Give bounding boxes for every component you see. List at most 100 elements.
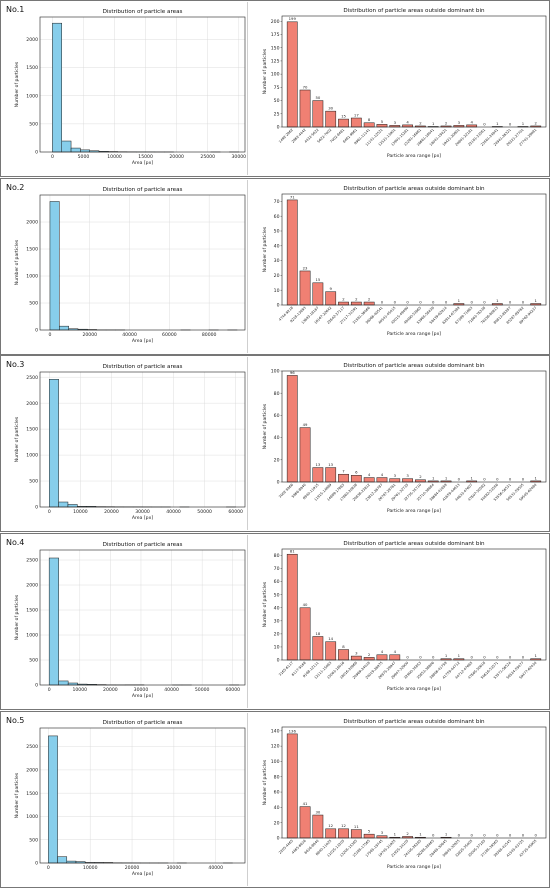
count-bar — [338, 118, 349, 128]
y-tick-label: 0 — [277, 303, 280, 309]
x-tick-label: 80000 — [202, 332, 217, 338]
x-tick-label: 30000 — [135, 509, 150, 515]
histogram-y-axis-label: Number of particles — [14, 772, 20, 818]
bar-value-label: 0 — [522, 654, 525, 659]
bar-value-label: 1 — [394, 832, 397, 837]
bar-value-label: 3 — [406, 473, 409, 478]
bar-value-label: 2 — [355, 296, 358, 301]
y-tick-label: 0 — [35, 683, 38, 689]
bar-value-label: 2 — [368, 296, 371, 301]
y-tick-label: 1000 — [26, 814, 38, 820]
y-tick-label: 175 — [271, 32, 280, 38]
y-tick-label: 10 — [274, 288, 280, 294]
count-bar — [350, 475, 362, 483]
bar-value-label: 2 — [406, 831, 409, 836]
histogram-x-axis-label: Area [px] — [132, 693, 153, 699]
y-tick-label: 50 — [274, 98, 280, 104]
y-tick-label: 500 — [29, 658, 38, 664]
bar-value-label: 4 — [394, 649, 397, 654]
count-bar — [299, 427, 311, 483]
x-tick-label: 30000 — [231, 154, 246, 160]
x-tick-label: 30000 — [167, 865, 182, 871]
bar-value-label: 199 — [289, 16, 297, 21]
count-bar — [286, 733, 298, 839]
bar-value-label: 6 — [355, 470, 358, 475]
bar-value-label: 0 — [458, 476, 461, 481]
y-tick-label: 75 — [274, 85, 280, 91]
panel-divider — [247, 357, 248, 530]
bar-chart-plot-area — [281, 726, 547, 839]
bar-value-label: 136 — [289, 728, 297, 733]
bar-value-label: 11 — [354, 824, 359, 829]
bar-value-label: 4 — [381, 649, 384, 654]
count-bar — [299, 806, 311, 839]
x-tick-label: 0 — [48, 332, 51, 338]
count-bar — [286, 199, 298, 306]
y-tick-label: 20 — [274, 631, 280, 637]
x-tick-label: 5000 — [78, 154, 90, 160]
count-bar — [350, 829, 362, 839]
bar-value-label: 0 — [445, 299, 448, 304]
count-bar — [415, 479, 426, 483]
x-tick-label: 40000 — [122, 332, 137, 338]
bar-value-label: 0 — [483, 299, 486, 304]
bar-value-label: 70 — [303, 84, 308, 89]
bar-value-label: 1 — [419, 832, 422, 837]
bar-chart-x-axis-label: Particle area range [px] — [387, 331, 441, 337]
histogram-y-axis-label: Number of particles — [14, 594, 20, 640]
bar-value-label: 5 — [368, 829, 371, 834]
y-tick-label: 70 — [274, 199, 280, 205]
y-tick-label: 2000 — [26, 767, 38, 773]
bar-value-label: 0 — [394, 299, 397, 304]
y-tick-label: 1500 — [26, 608, 38, 614]
count-bar — [338, 301, 349, 306]
bar-chart-title: Distribution of particle areas outside d… — [343, 363, 485, 369]
y-tick-label: 2000 — [26, 37, 38, 43]
count-bar — [338, 473, 349, 483]
y-tick-label: 0 — [277, 658, 280, 664]
count-bar — [402, 124, 413, 128]
count-bar — [363, 301, 375, 306]
y-tick-label: 1500 — [26, 791, 38, 797]
bar-chart-y-axis-label: Number of particles — [262, 226, 268, 272]
bar-value-label: 1 — [535, 653, 538, 658]
count-bar — [312, 100, 324, 128]
bar-value-label: 3 — [458, 120, 461, 125]
y-tick-label: 80 — [274, 553, 280, 559]
y-tick-label: 1500 — [26, 427, 38, 433]
histogram-title: Distribution of particle areas — [103, 720, 183, 726]
histogram-bar — [52, 22, 62, 153]
bar-value-label: 0 — [432, 654, 435, 659]
bar-chart-title: Distribution of particle areas outside d… — [343, 8, 485, 14]
bar-value-label: 2 — [419, 474, 422, 479]
bar-value-label: 0 — [522, 476, 525, 481]
y-tick-label: 500 — [29, 301, 38, 307]
bar-value-label: 14 — [328, 636, 333, 641]
bar-value-label: 0 — [406, 299, 409, 304]
bar-value-label: 5 — [381, 119, 384, 124]
bar-value-label: 0 — [470, 654, 473, 659]
count-bar — [325, 110, 337, 128]
bar-value-label: 12 — [328, 823, 333, 828]
count-bar — [376, 654, 388, 661]
x-tick-label: 0 — [47, 865, 50, 871]
bar-value-label: 15 — [315, 277, 320, 282]
bar-value-label: 1 — [458, 653, 461, 658]
histogram-y-axis-label: Number of particles — [14, 416, 20, 462]
x-tick-label: 60000 — [225, 687, 240, 693]
y-tick-label: 1000 — [26, 453, 38, 459]
count-bar — [350, 301, 362, 306]
bar-value-label: 41 — [303, 801, 308, 806]
bar-value-label: 8 — [368, 117, 371, 122]
histogram-y-axis-label: Number of particles — [14, 239, 20, 285]
bar-value-label: 15 — [341, 113, 346, 118]
count-bar — [286, 375, 298, 483]
histogram-plot-area — [39, 371, 246, 508]
histogram-plot-area — [39, 16, 246, 153]
bar-chart-plot-area — [281, 15, 547, 128]
bar-value-label: 0 — [509, 121, 512, 126]
bar-value-label: 0 — [458, 832, 461, 837]
x-tick-label: 0 — [48, 509, 51, 515]
panel-number-label: No.2 — [6, 183, 24, 192]
